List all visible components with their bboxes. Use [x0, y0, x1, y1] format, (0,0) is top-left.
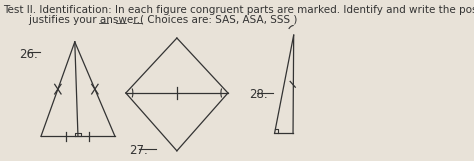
Text: justifies your answer.( Choices are: SAS, ASA, SSS ): justifies your answer.( Choices are: SAS…	[3, 15, 298, 25]
Text: 28.: 28.	[249, 88, 268, 101]
Text: Test II. Identification: In each figure congruent parts are marked. Identify and: Test II. Identification: In each figure …	[3, 5, 474, 15]
Text: 27.: 27.	[129, 144, 148, 157]
Text: 26.: 26.	[19, 48, 38, 61]
